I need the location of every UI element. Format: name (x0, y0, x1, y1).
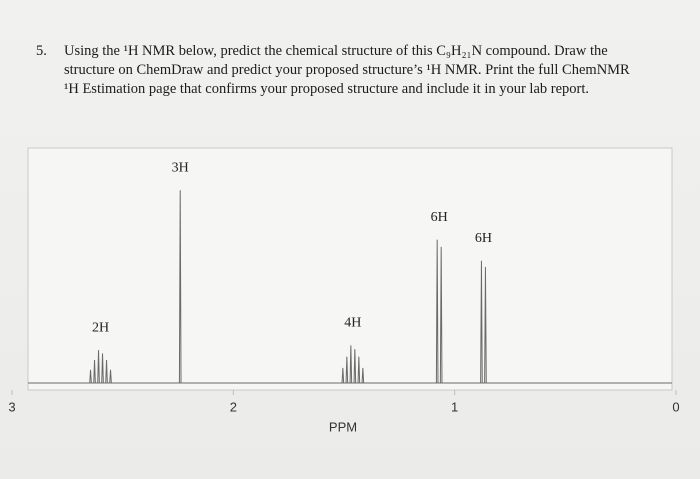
plot-frame (27, 147, 673, 391)
question: 5. Using the ¹H NMR below, predict the c… (36, 42, 630, 99)
integration-label: 6H (475, 231, 492, 246)
x-axis-label: PPM (329, 419, 357, 434)
x-tick-label: 2 (230, 399, 237, 414)
x-tick-label: 0 (672, 399, 679, 414)
peak (467, 260, 500, 384)
peak (84, 350, 117, 384)
peak (336, 345, 369, 384)
peak (423, 239, 456, 384)
question-line: ¹H Estimation page that confirms your pr… (64, 81, 590, 97)
integration-label: 4H (344, 316, 361, 331)
question-line: Using the ¹H NMR below, predict the chem… (64, 43, 608, 59)
x-tick-label: 3 (8, 399, 15, 414)
integration-label: 2H (92, 320, 109, 335)
x-tick-label: 1 (451, 399, 458, 414)
integration-label: 3H (172, 161, 189, 176)
peak (164, 190, 197, 384)
question-number: 5. (36, 43, 47, 59)
question-line: structure on ChemDraw and predict your p… (64, 62, 630, 78)
integration-label: 6H (431, 210, 448, 225)
